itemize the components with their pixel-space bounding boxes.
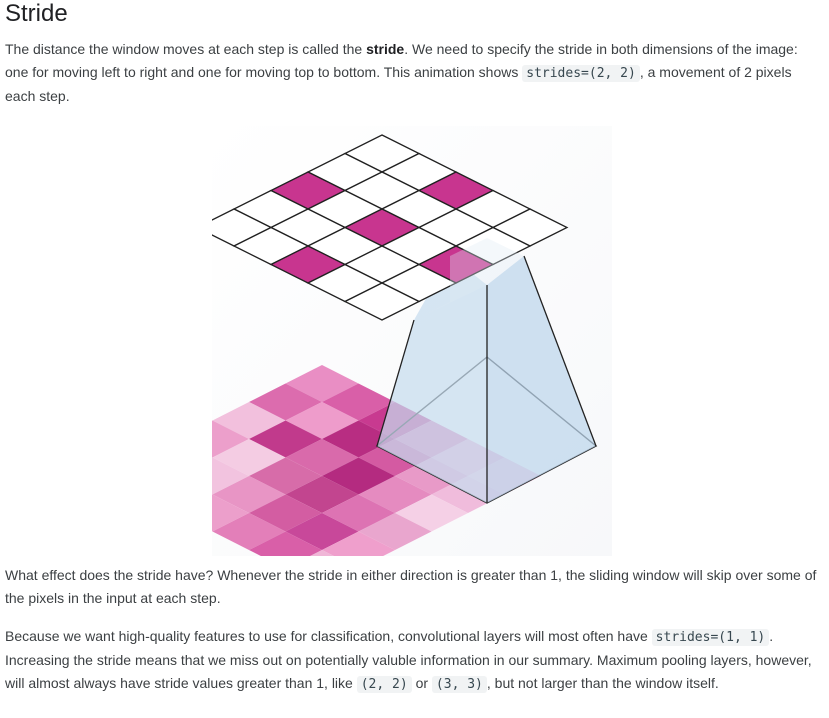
- stride-usage-paragraph: Because we want high-quality features to…: [5, 625, 820, 696]
- frustum-top-overlay: [414, 238, 524, 320]
- p3-text-d: , but not larger than the window itself.: [486, 675, 719, 691]
- frustum-edges: [376, 255, 597, 503]
- stride-animation-figure: [212, 126, 612, 556]
- input-cell: [212, 494, 213, 495]
- strides-code-1-1: strides=(1, 1): [651, 629, 770, 646]
- p1-text-c: , a movement of 2 pixels each step.: [5, 64, 792, 104]
- strides-code-2-2: strides=(2, 2): [522, 65, 640, 82]
- input-cell: [212, 420, 249, 458]
- input-cell: [322, 531, 395, 556]
- output-cell: [343, 282, 421, 321]
- stride-term: stride: [366, 41, 405, 57]
- p3-text-b: . Increasing the stride means that we mi…: [5, 628, 812, 691]
- p1-text-a: The distance the window moves at each st…: [5, 41, 367, 57]
- stride-effect-paragraph: What effect does the stride have? Whenev…: [5, 567, 817, 606]
- input-cell: [212, 457, 213, 458]
- projection-frustum-back: [377, 256, 487, 503]
- stride-illustration: [212, 126, 612, 556]
- stride-definition-paragraph: The distance the window moves at each st…: [5, 38, 820, 108]
- input-cell: [310, 550, 334, 556]
- input-cell: [249, 531, 322, 556]
- p3-text-a: Because we want high-quality features to…: [5, 628, 652, 644]
- projection-frustum-right: [487, 256, 596, 503]
- page-title: Stride: [5, 0, 68, 27]
- p3-text-c: or: [411, 675, 432, 691]
- input-cell: [212, 494, 249, 532]
- code-2-2: (2, 2): [356, 676, 412, 693]
- input-cell: [212, 457, 249, 495]
- code-3-3: (3, 3): [431, 676, 487, 693]
- p1-text-b: . We need to specify the stride in both …: [5, 41, 798, 80]
- output-grid: [212, 134, 569, 321]
